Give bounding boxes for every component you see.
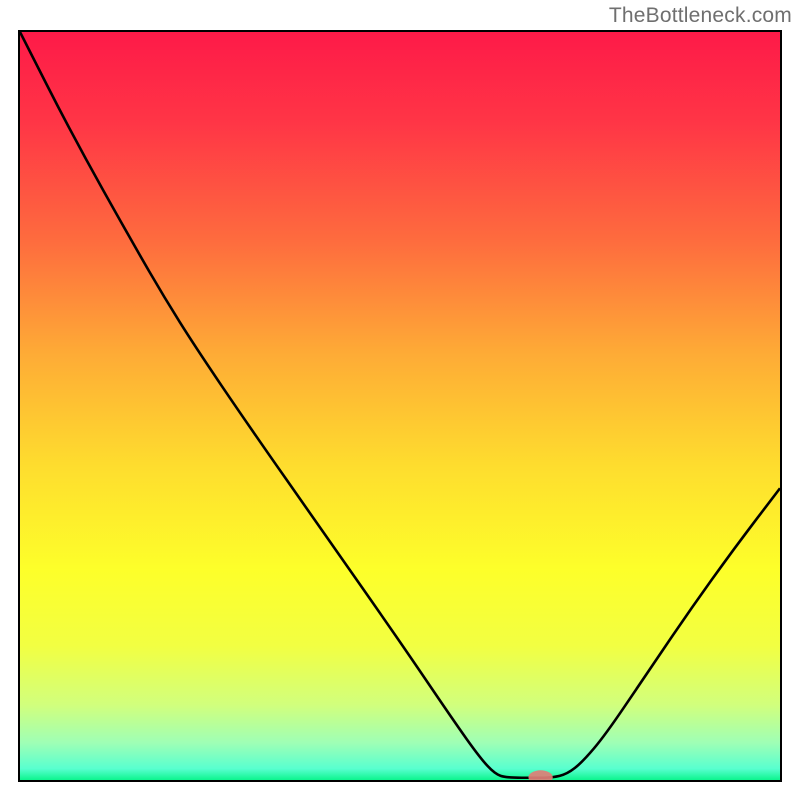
attribution-text: TheBottleneck.com <box>609 4 792 28</box>
background-rect <box>20 32 780 780</box>
bottleneck-chart <box>18 30 782 782</box>
chart-svg <box>20 32 780 780</box>
